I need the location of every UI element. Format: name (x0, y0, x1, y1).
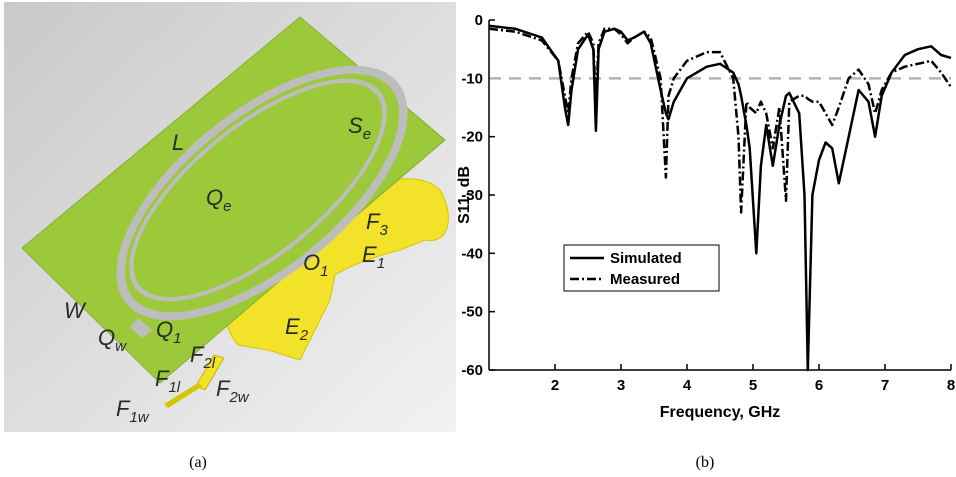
label-subscript: 2w (228, 389, 249, 406)
x-tick-label: 4 (683, 377, 692, 394)
y-tick-label: -10 (461, 70, 483, 87)
part-label: Q1 (156, 317, 181, 347)
caption-a: (a) (189, 454, 207, 471)
label-subscript: 1l (168, 379, 180, 396)
label-subscript: 2l (202, 355, 215, 372)
part-label: F2w (216, 376, 250, 406)
y-tick-label: -50 (461, 304, 483, 321)
label-subscript: 1 (377, 255, 385, 272)
part-label: F1l (155, 366, 181, 396)
y-axis-label: S11, dB (456, 166, 473, 224)
x-tick-label: 5 (749, 377, 757, 394)
part-label: E2 (285, 314, 309, 344)
label-subscript: e (223, 198, 231, 215)
label-base: L (172, 130, 184, 155)
label-subscript: 3 (379, 222, 388, 239)
label-subscript: 1 (173, 330, 181, 347)
y-tick-label: -30 (461, 187, 483, 204)
label-base: F (190, 342, 205, 367)
x-tick-label: 8 (947, 377, 955, 394)
series-line (488, 27, 953, 214)
feed-line (164, 383, 203, 408)
legend-label: Measured (610, 271, 680, 288)
label-base: E (285, 314, 300, 339)
caption-b: (b) (696, 454, 715, 471)
label-base: F (216, 376, 231, 401)
s11-chart: -60 -50 -40 -30 -20 -10 0 2 3 4 5 6 7 8 Frequency, GHz… (456, 12, 955, 471)
label-base: S (348, 113, 363, 138)
label-base: F (116, 396, 131, 421)
label-subscript: 2 (299, 327, 309, 344)
label-base: Q (98, 325, 115, 350)
legend-label: Simulated (610, 250, 682, 267)
x-tick-label: 2 (551, 377, 559, 394)
part-label: O1 (303, 250, 328, 280)
label-subscript: 1 (320, 263, 328, 280)
label-subscript: 1w (129, 409, 149, 426)
x-tick-label: 3 (617, 377, 625, 394)
part-label: F2l (190, 342, 216, 372)
label-base: Q (156, 317, 173, 342)
part-label: Qe (206, 185, 231, 215)
part-label: L (172, 130, 184, 155)
legend-box (563, 244, 720, 292)
slot-gap (130, 318, 152, 338)
antenna-diagram: (a) (4, 2, 456, 471)
part-label: Se (348, 113, 371, 143)
feed-wide (195, 354, 225, 391)
legend: Simulated Measured (563, 244, 720, 292)
part-label: E1 (362, 242, 385, 272)
series-line (488, 24, 952, 372)
part-label: Qw (98, 325, 127, 355)
part-label: F3 (366, 209, 388, 239)
y-tick-label: -60 (461, 362, 483, 379)
y-tick-label: 0 (475, 12, 483, 29)
x-axis-label: Frequency, GHz (660, 404, 781, 421)
y-tick-label: -40 (461, 245, 483, 262)
label-base: F (366, 209, 381, 234)
y-tick-label: -20 (461, 129, 483, 146)
x-tick-label: 6 (815, 377, 823, 394)
label-base: F (155, 366, 170, 391)
inner-patch (133, 82, 383, 298)
label-subscript: e (363, 126, 371, 143)
label-base: E (362, 242, 377, 267)
label-base: O (303, 250, 320, 275)
part-label: W (64, 298, 87, 323)
label-base: Q (206, 185, 223, 210)
part-label: F1w (116, 396, 150, 426)
x-tick-label: 7 (881, 377, 889, 394)
label-subscript: w (115, 338, 127, 355)
label-base: W (64, 298, 87, 323)
